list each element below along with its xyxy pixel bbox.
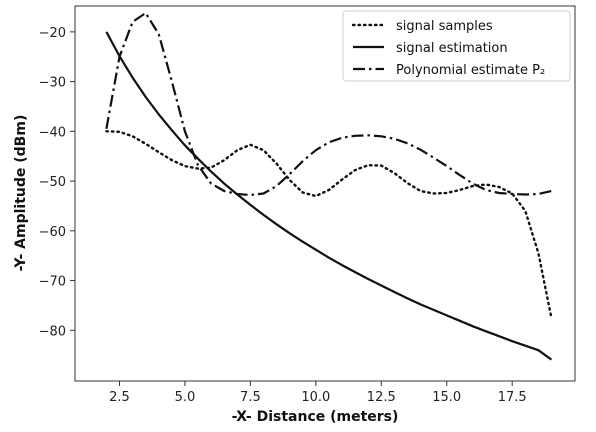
x-tick-label: 15.0 bbox=[432, 390, 461, 405]
y-tick-label: −40 bbox=[39, 125, 66, 140]
x-tick-label: 2.5 bbox=[109, 390, 130, 405]
legend-box bbox=[342, 10, 571, 82]
y-axis: −20 −30 −40 −50 −60 −70 −80 bbox=[39, 26, 75, 339]
legend-label: signal estimation bbox=[396, 41, 508, 56]
y-tick-label: −60 bbox=[39, 225, 66, 240]
series-layer bbox=[105, 11, 553, 361]
series-line-solid bbox=[105, 31, 553, 361]
plot-frame bbox=[74, 5, 576, 382]
legend: signal samples signal estimation Polynomia… bbox=[342, 10, 571, 82]
series-line-dashdot bbox=[105, 11, 552, 197]
series-line-dotted bbox=[105, 130, 553, 319]
y-tick-label: −20 bbox=[39, 26, 66, 41]
x-tick-label: 17.5 bbox=[498, 390, 527, 405]
x-tick-label: 7.5 bbox=[240, 390, 261, 405]
x-tick-label: 10.0 bbox=[301, 390, 330, 405]
x-axis-title: -X- Distance (meters) bbox=[232, 409, 399, 425]
y-tick-label: −30 bbox=[39, 76, 66, 91]
legend-label: signal samples bbox=[396, 19, 493, 34]
y-tick-label: −80 bbox=[39, 324, 66, 339]
y-tick-label: −70 bbox=[39, 275, 66, 290]
x-tick-label: 12.5 bbox=[367, 390, 396, 405]
x-axis: 2.5 5.0 7.5 10.0 12.5 15.0 17.5 bbox=[109, 381, 527, 405]
legend-label: Polynomial estimate P₂ bbox=[396, 63, 545, 78]
y-tick-label: −50 bbox=[39, 175, 66, 190]
x-tick-label: 5.0 bbox=[175, 390, 196, 405]
y-axis-title: -Y- Amplitude (dBm) bbox=[13, 115, 29, 272]
